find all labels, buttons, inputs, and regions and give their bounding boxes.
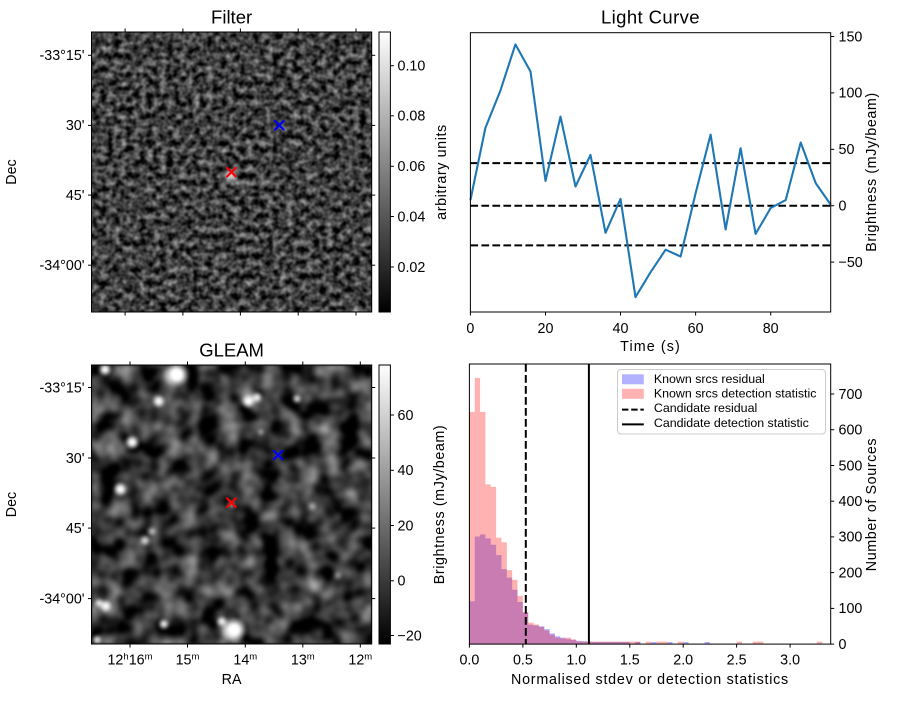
svg-text:12h16m: 12h16m — [107, 652, 152, 669]
svg-text:30': 30' — [66, 118, 85, 134]
svg-text:400: 400 — [839, 494, 863, 510]
svg-text:0.08: 0.08 — [398, 109, 426, 125]
svg-text:RA: RA — [222, 672, 242, 688]
svg-text:0.02: 0.02 — [398, 260, 426, 276]
svg-text:45': 45' — [66, 521, 85, 537]
svg-text:-34°00': -34°00' — [39, 591, 84, 607]
svg-text:60: 60 — [398, 408, 414, 424]
svg-text:Known srcs detection statistic: Known srcs detection statistic — [654, 387, 817, 401]
svg-text:Known srcs residual: Known srcs residual — [654, 372, 765, 386]
svg-text:2.0: 2.0 — [673, 653, 693, 669]
svg-text:0: 0 — [466, 321, 474, 337]
svg-text:300: 300 — [839, 530, 863, 546]
svg-text:600: 600 — [839, 423, 863, 439]
svg-text:-34°00': -34°00' — [39, 258, 84, 274]
svg-text:20: 20 — [538, 321, 554, 337]
svg-text:40: 40 — [398, 463, 414, 479]
svg-text:0.06: 0.06 — [398, 159, 426, 175]
svg-text:Normalised stdev or detection: Normalised stdev or detection statistics — [511, 672, 789, 688]
svg-text:100: 100 — [839, 86, 863, 102]
svg-text:200: 200 — [839, 565, 863, 581]
svg-text:50: 50 — [839, 142, 855, 158]
svg-text:Dec: Dec — [4, 159, 20, 184]
svg-text:Light Curve: Light Curve — [601, 7, 700, 28]
svg-text:60: 60 — [688, 321, 704, 337]
svg-text:150: 150 — [839, 29, 863, 45]
svg-text:80: 80 — [763, 321, 779, 337]
svg-text:100: 100 — [839, 601, 863, 617]
svg-text:0.5: 0.5 — [513, 653, 533, 669]
svg-text:1.5: 1.5 — [620, 653, 640, 669]
svg-text:500: 500 — [839, 458, 863, 474]
svg-text:arbitrary units: arbitrary units — [434, 124, 450, 220]
svg-text:0.0: 0.0 — [459, 653, 479, 669]
svg-text:Brightness (mJy/beam): Brightness (mJy/beam) — [432, 425, 448, 585]
svg-text:Number of Sources: Number of Sources — [864, 438, 880, 571]
svg-text:-33°15': -33°15' — [39, 380, 84, 396]
svg-text:45': 45' — [66, 188, 85, 204]
svg-text:2.5: 2.5 — [727, 653, 747, 669]
svg-text:Brightness (mJy/beam): Brightness (mJy/beam) — [864, 92, 880, 252]
svg-text:−20: −20 — [398, 628, 422, 644]
svg-text:30': 30' — [66, 451, 85, 467]
svg-text:3.0: 3.0 — [780, 653, 800, 669]
svg-text:0.10: 0.10 — [398, 59, 426, 75]
svg-text:1.0: 1.0 — [566, 653, 586, 669]
svg-text:Filter: Filter — [211, 7, 252, 28]
svg-text:20: 20 — [398, 518, 414, 534]
svg-text:0.04: 0.04 — [398, 209, 426, 225]
svg-text:Candidate detection statistic: Candidate detection statistic — [654, 416, 809, 430]
svg-text:0: 0 — [839, 637, 847, 653]
svg-text:Dec: Dec — [4, 492, 20, 517]
svg-text:Candidate residual: Candidate residual — [654, 401, 757, 415]
svg-text:Time (s): Time (s) — [620, 339, 681, 355]
svg-text:40: 40 — [613, 321, 629, 337]
svg-text:GLEAM: GLEAM — [199, 340, 264, 361]
svg-text:700: 700 — [839, 387, 863, 403]
svg-text:0: 0 — [398, 574, 406, 590]
svg-text:0: 0 — [839, 199, 847, 215]
svg-text:-33°15': -33°15' — [39, 48, 84, 64]
svg-text:−50: −50 — [839, 255, 863, 271]
